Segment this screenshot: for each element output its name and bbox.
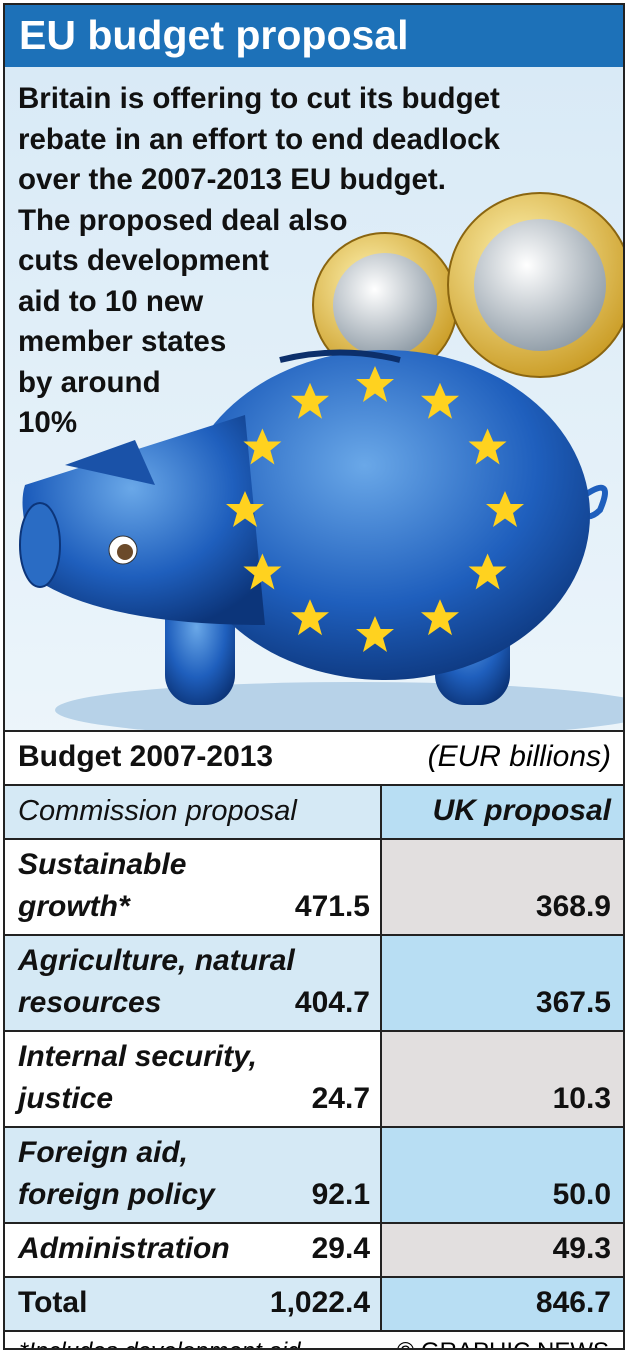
cell: 846.7 — [380, 1278, 623, 1330]
row-label: Internal security, — [18, 1040, 257, 1073]
intro-line: aid to 10 new — [18, 284, 204, 318]
table-row: Sustainable growth* 471.5 368.9 — [5, 838, 623, 934]
table-unit: (EUR billions) — [427, 740, 611, 773]
intro-line: by around — [18, 365, 161, 399]
column-header: Commission proposal UK proposal — [5, 784, 623, 838]
row-label: Administration — [18, 1232, 230, 1265]
intro-line: 10% — [18, 406, 78, 439]
intro-line: rebate in an effort to end deadlock — [18, 122, 500, 156]
row-label: Agriculture, natural — [18, 944, 295, 977]
intro-line: The proposed deal also — [18, 203, 348, 237]
row-label-line: foreign policy 92.1 — [18, 1174, 370, 1216]
table-title: Budget 2007-2013 — [18, 740, 274, 773]
row-label: justice — [18, 1082, 114, 1115]
cell: 10.3 — [380, 1032, 623, 1126]
intro-line: member states — [18, 325, 227, 358]
cell: 29.4 — [311, 1232, 370, 1265]
table-row: Administration 29.4 49.3 — [5, 1222, 623, 1276]
table-row: Agriculture, natural resources 404.7 367.5 — [5, 934, 623, 1030]
budget-table: Budget 2007-2013 (EUR billions) Commissi… — [5, 730, 623, 1348]
column-label: Commission proposal — [5, 786, 380, 838]
cell: 92.1 — [311, 1178, 370, 1211]
cell: 1,022.4 — [269, 1286, 370, 1319]
cell: 367.5 — [380, 936, 623, 1030]
coin-inner — [474, 219, 606, 351]
table-header: Budget 2007-2013 (EUR billions) — [5, 730, 623, 784]
table-row: Foreign aid, foreign policy 92.1 50.0 — [5, 1126, 623, 1222]
row-label-cell: Foreign aid, foreign policy 92.1 — [5, 1128, 380, 1222]
intro-line: cuts development — [18, 244, 269, 277]
intro-line: over the 2007-2013 EU budget. — [18, 163, 446, 196]
row-label-cell: Administration 29.4 — [5, 1224, 380, 1276]
frame: EU budget proposal Britain is offering t… — [3, 3, 625, 1350]
table-row: Internal security, justice 24.7 10.3 — [5, 1030, 623, 1126]
cell: 24.7 — [311, 1082, 370, 1115]
cell: 49.3 — [380, 1224, 623, 1276]
row-label: Total — [18, 1286, 88, 1319]
row-label: Sustainable — [18, 848, 187, 881]
row-label: growth* — [18, 890, 130, 923]
row-label: foreign policy — [18, 1178, 215, 1211]
intro: Britain is offering to cut its budget reb… — [18, 79, 500, 444]
cell: 404.7 — [294, 986, 370, 1019]
column-label: UK proposal — [380, 786, 623, 838]
coin-inner — [333, 253, 437, 357]
row-label-line: justice 24.7 — [18, 1078, 370, 1120]
title: EU budget proposal — [5, 5, 623, 67]
row-label-line: Administration 29.4 — [18, 1228, 370, 1270]
footer: *Includes development aid © GRAPHIC NEWS — [5, 1330, 623, 1348]
row-label-line: growth* 471.5 — [18, 886, 370, 928]
row-label: Foreign aid, — [18, 1136, 189, 1169]
cell: 368.9 — [380, 840, 623, 934]
row-label-cell: Agriculture, natural resources 404.7 — [5, 936, 380, 1030]
pig — [19, 349, 608, 705]
shadow — [55, 682, 623, 730]
credit: © GRAPHIC NEWS — [397, 1338, 609, 1348]
row-label-line: resources 404.7 — [18, 982, 370, 1024]
total-row: Total 1,022.4 846.7 — [5, 1276, 623, 1330]
piggy-illustration — [19, 192, 623, 730]
row-label: resources — [18, 986, 162, 1019]
footnote: *Includes development aid — [19, 1338, 301, 1348]
row-label-cell: Sustainable growth* 471.5 — [5, 840, 380, 934]
row-label-cell: Internal security, justice 24.7 — [5, 1032, 380, 1126]
cell: 471.5 — [294, 890, 370, 923]
cell: 50.0 — [380, 1128, 623, 1222]
intro-line: Britain is offering to cut its budget — [18, 82, 500, 115]
